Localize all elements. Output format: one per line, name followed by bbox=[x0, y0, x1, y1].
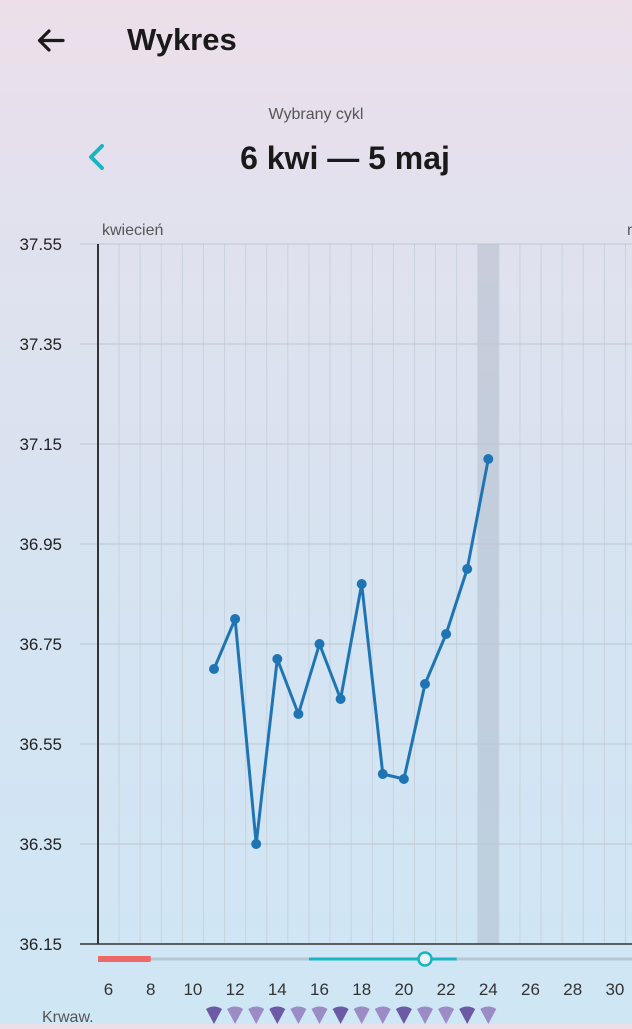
arrow-left-icon bbox=[37, 29, 65, 52]
temperature-chart[interactable]: 37.55 37.35 37.15 36.95 36.75 36.55 36.35 36.15… bbox=[0, 210, 632, 1026]
x-tick-label: 12 bbox=[226, 980, 245, 999]
bleeding-marker-icon bbox=[206, 1006, 222, 1024]
y-tick-label: 37.35 bbox=[19, 335, 62, 354]
bleeding-marker-icon bbox=[395, 1006, 412, 1024]
selected-day-highlight bbox=[477, 244, 499, 944]
x-tick-label: 30 bbox=[605, 980, 624, 999]
temperature-point bbox=[420, 679, 430, 689]
x-tick-label: 24 bbox=[479, 980, 498, 999]
bleeding-marker-icon bbox=[417, 1006, 433, 1024]
temperature-point bbox=[335, 694, 346, 704]
x-tick-label: 16 bbox=[310, 980, 329, 999]
month-label: kwiecień bbox=[102, 222, 163, 239]
page-title: Wykres bbox=[127, 22, 237, 57]
chevron-left-icon bbox=[89, 144, 104, 170]
bleeding-marker-icon bbox=[353, 1006, 370, 1024]
x-tick-label: 26 bbox=[521, 980, 540, 999]
x-tick-label: 28 bbox=[563, 980, 582, 999]
previous-cycle-button[interactable] bbox=[82, 140, 112, 176]
x-tick-label: 10 bbox=[183, 980, 202, 999]
y-tick-label: 36.95 bbox=[19, 535, 62, 554]
x-tick-label: 20 bbox=[394, 980, 413, 999]
chart-svg: 37.55 37.35 37.15 36.95 36.75 36.55 36.35 36.15… bbox=[19, 222, 632, 1026]
temperature-point bbox=[441, 629, 452, 639]
next-month-label: m bbox=[627, 222, 632, 239]
temperature-point bbox=[230, 614, 241, 624]
y-tick-label: 36.55 bbox=[19, 735, 62, 754]
bleeding-marker-icon bbox=[290, 1006, 307, 1024]
x-tick-label: 6 bbox=[104, 980, 113, 999]
bleeding-row-label: Krwaw. bbox=[42, 1009, 94, 1024]
ovulation-marker bbox=[417, 951, 433, 967]
y-tick-label: 36.15 bbox=[19, 935, 62, 954]
temperature-point bbox=[356, 579, 367, 589]
selected-cycle-range: 6 kwi — 5 maj bbox=[240, 140, 450, 176]
y-tick-label: 37.55 bbox=[19, 235, 62, 254]
bleeding-marker-icon bbox=[227, 1006, 244, 1024]
bleeding-marker-icon bbox=[248, 1006, 265, 1024]
cycle-label: Wybrany cykl bbox=[268, 106, 364, 123]
bleeding-marker-icon bbox=[311, 1006, 328, 1024]
x-tick-label: 14 bbox=[268, 980, 287, 999]
app-bar: Wykres bbox=[0, 0, 632, 84]
bleeding-marker-icon bbox=[480, 1006, 497, 1024]
temperature-point bbox=[209, 664, 219, 674]
temperature-point bbox=[377, 769, 388, 779]
temperature-point bbox=[483, 454, 494, 464]
temperature-point bbox=[293, 709, 304, 719]
bleeding-marker-icon bbox=[374, 1006, 391, 1024]
y-tick-label: 37.15 bbox=[19, 435, 62, 454]
temperature-point bbox=[272, 654, 283, 664]
bleeding-marker-icon bbox=[438, 1006, 455, 1024]
bleeding-marker-icon bbox=[332, 1006, 349, 1024]
y-tick-label: 36.75 bbox=[19, 635, 62, 654]
temperature-point bbox=[462, 564, 473, 574]
x-tick-label: 18 bbox=[352, 980, 371, 999]
bleeding-marker-icon bbox=[459, 1006, 476, 1024]
x-tick-label: 22 bbox=[437, 980, 456, 999]
x-tick-label: 8 bbox=[146, 980, 155, 999]
temperature-line bbox=[212, 458, 490, 846]
temperature-point bbox=[398, 774, 409, 784]
temperature-point bbox=[251, 839, 262, 849]
temperature-point bbox=[314, 639, 325, 649]
bleeding-marker-icon bbox=[269, 1006, 286, 1024]
back-button[interactable] bbox=[30, 22, 70, 62]
y-tick-label: 36.35 bbox=[19, 835, 62, 854]
